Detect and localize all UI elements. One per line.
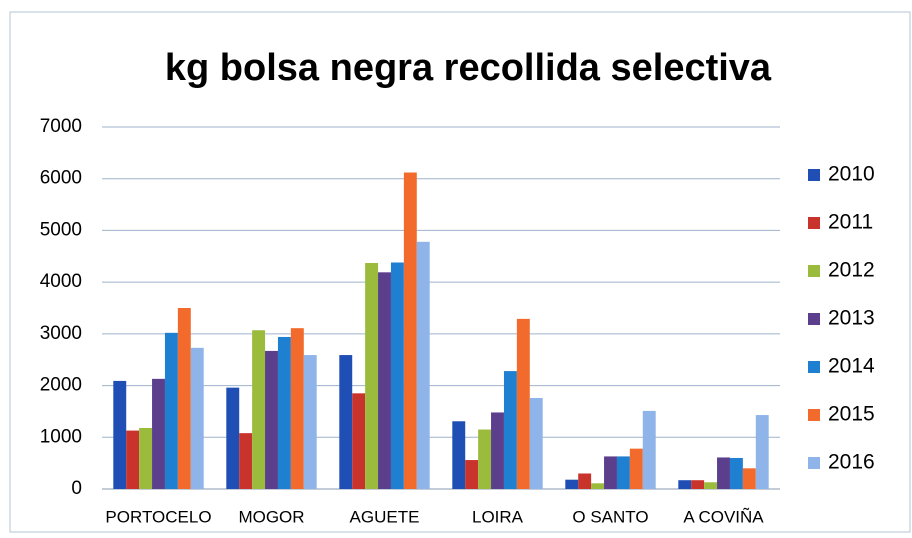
bar: [252, 330, 266, 489]
bar: [113, 380, 127, 489]
x-tick-label: LOIRA: [472, 507, 524, 526]
y-tick-label: 2000: [40, 375, 82, 396]
bar: [164, 332, 178, 489]
bar: [226, 387, 240, 489]
y-tick-label: 3000: [40, 323, 82, 344]
bar: [529, 397, 543, 489]
legend-label: 2010: [828, 163, 875, 186]
bar: [416, 241, 430, 489]
bar: [290, 328, 304, 489]
y-tick-label: 6000: [40, 168, 82, 189]
legend-swatch: [808, 361, 820, 373]
bar: [378, 272, 391, 489]
x-tick-label: AGUETE: [350, 507, 420, 526]
legend-swatch: [808, 265, 820, 277]
bar: [177, 308, 191, 489]
bar: [152, 378, 165, 489]
bar: [352, 393, 366, 489]
bar: [126, 430, 140, 489]
bar: [239, 433, 253, 489]
y-tick-label: 4000: [40, 271, 82, 292]
bar: [616, 456, 630, 489]
y-tick-label: 5000: [40, 219, 82, 240]
bar: [755, 415, 769, 489]
legend-label: 2014: [828, 355, 875, 378]
bar: [465, 460, 479, 489]
legend-swatch: [808, 169, 820, 181]
legend-swatch: [808, 313, 820, 325]
y-tick-label: 7000: [40, 116, 82, 137]
x-tick-label: A COVIÑA: [683, 507, 764, 526]
bar: [452, 421, 466, 489]
bar: [390, 262, 404, 489]
bar: [604, 456, 617, 489]
bar: [265, 350, 278, 489]
chart-title: kg bolsa negra recollida selectiva: [165, 47, 772, 89]
legend-label: 2012: [828, 259, 875, 282]
bar: [629, 448, 643, 489]
bar: [491, 412, 504, 489]
bar: [403, 172, 417, 489]
bar: [678, 480, 692, 489]
bar: [303, 355, 317, 489]
bar: [591, 483, 605, 489]
x-tick-label: O SANTO: [572, 507, 648, 526]
bar: [742, 468, 756, 489]
bar: [691, 480, 705, 489]
bar: [190, 347, 204, 489]
x-tick-label: MOGOR: [238, 507, 304, 526]
bar: [339, 355, 353, 489]
bar: [642, 410, 656, 489]
bar: [578, 473, 592, 489]
legend-swatch: [808, 409, 820, 421]
legend-label: 2015: [828, 403, 875, 426]
legend-label: 2016: [828, 451, 875, 474]
bar: [516, 318, 530, 489]
bar: [139, 427, 153, 489]
chart-frame: [9, 11, 911, 533]
bar: [365, 263, 379, 489]
bar: [277, 336, 291, 489]
legend-label: 2013: [828, 307, 875, 330]
legend-swatch: [808, 217, 820, 229]
bar: [565, 479, 579, 489]
bar: [704, 482, 718, 489]
y-tick-label: 0: [71, 478, 82, 499]
y-tick-label: 1000: [40, 426, 82, 447]
bar: [729, 457, 743, 489]
bar: [478, 429, 492, 489]
bar: [503, 371, 517, 489]
x-tick-label: PORTOCELO: [105, 507, 211, 526]
bar: [717, 457, 730, 489]
legend-label: 2011: [828, 211, 873, 234]
legend-swatch: [808, 457, 820, 469]
